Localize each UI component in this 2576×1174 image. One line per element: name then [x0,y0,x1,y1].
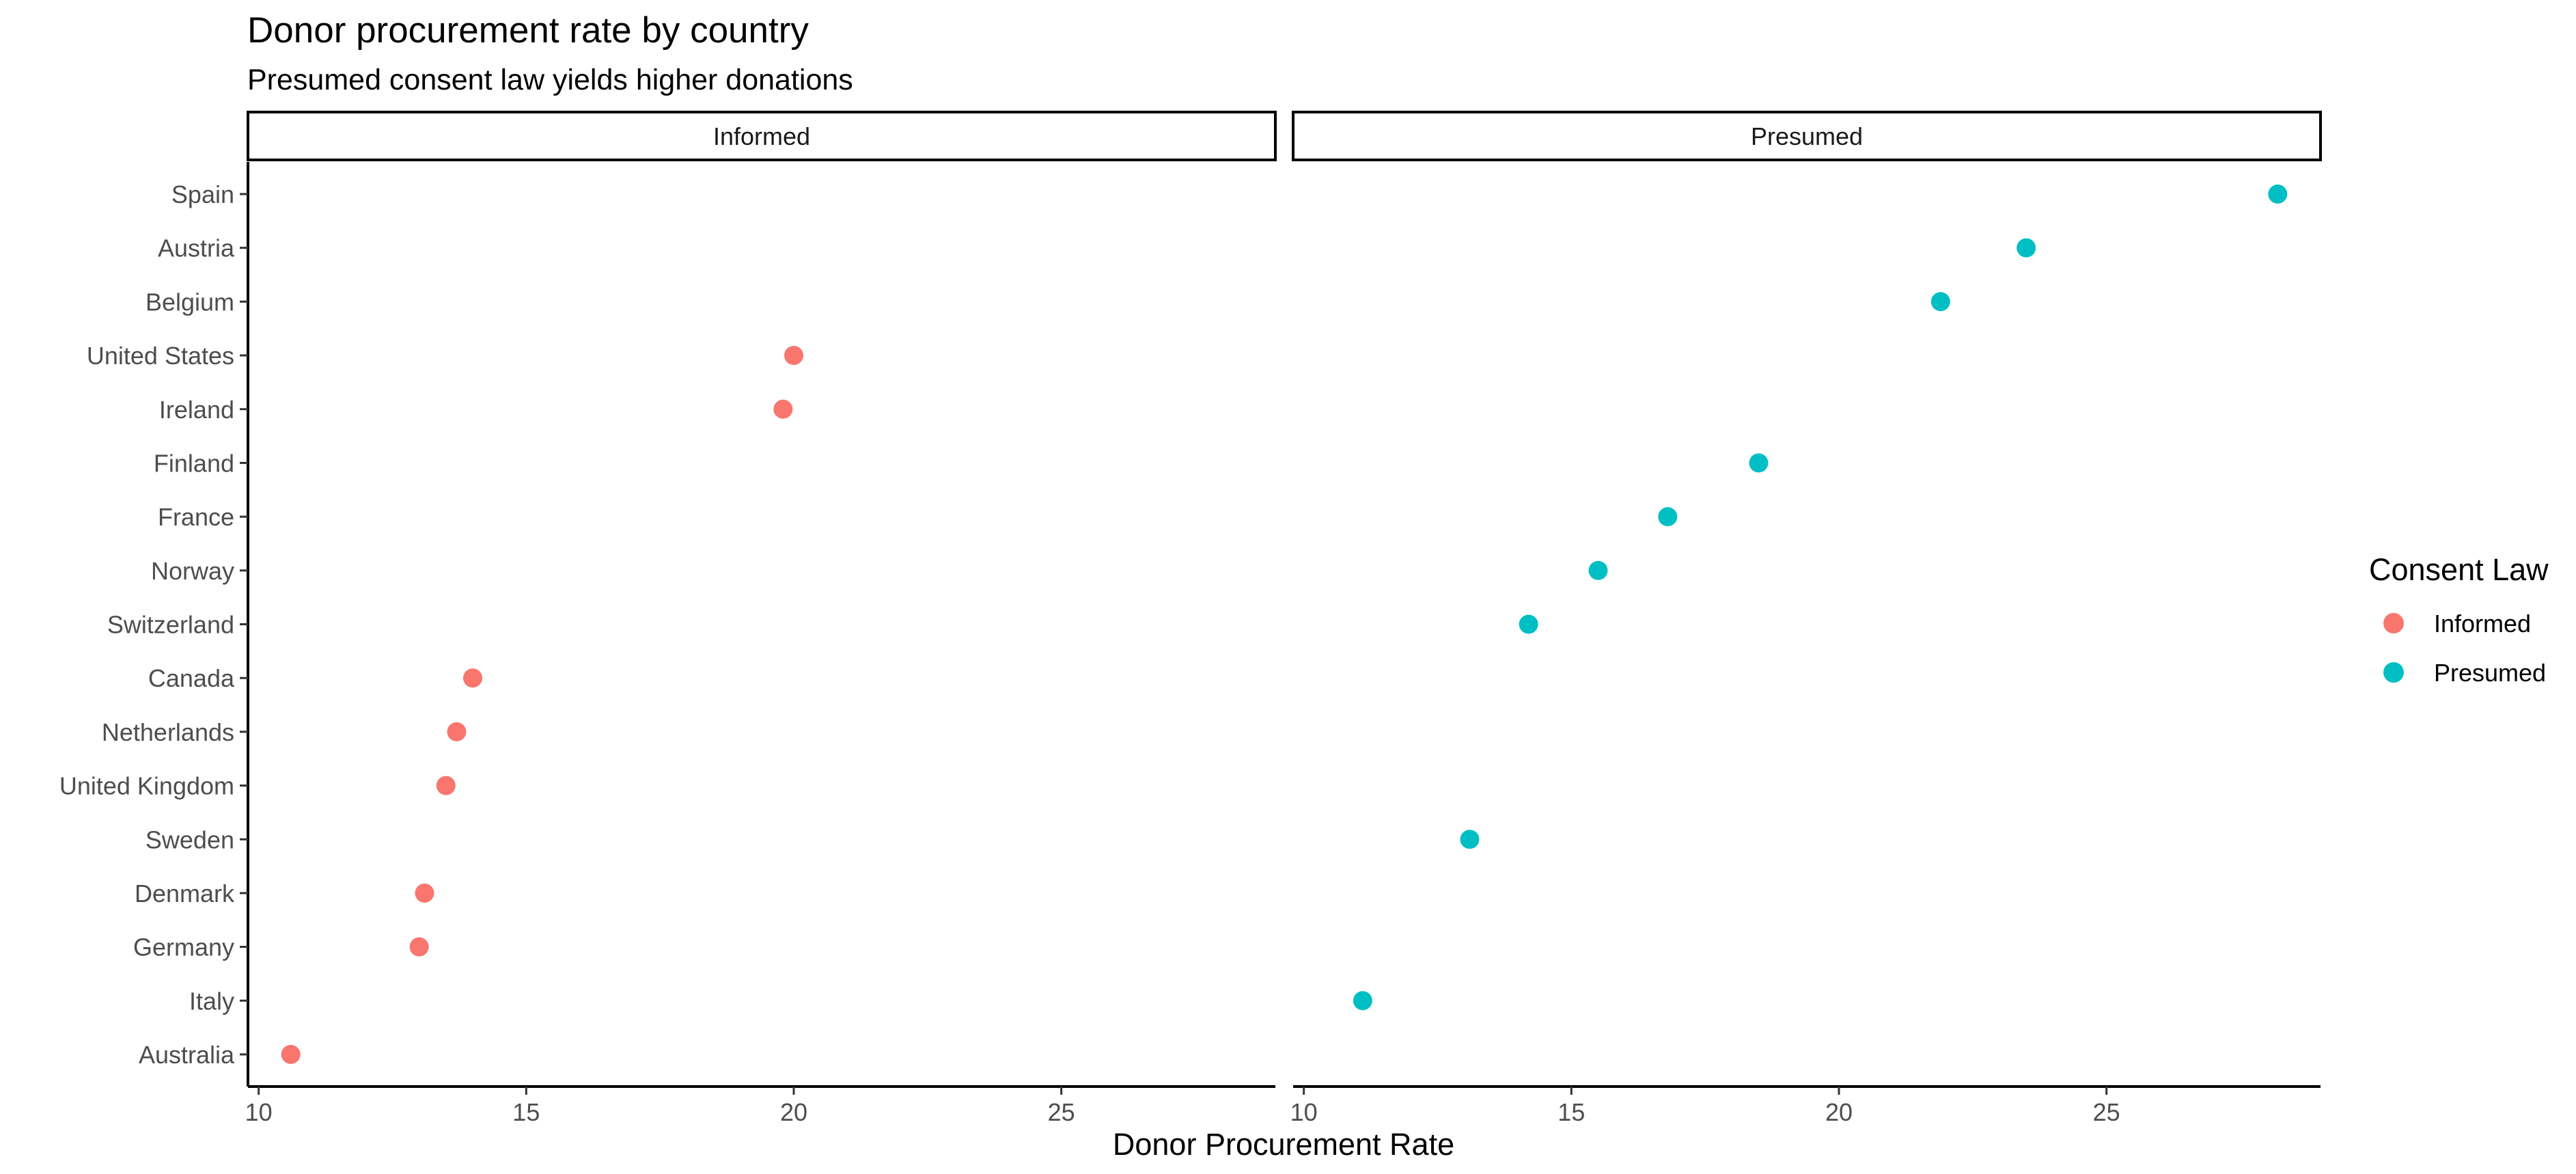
chart-subtitle: Presumed consent law yields higher donat… [247,64,853,96]
chart-title: Donor procurement rate by country [247,10,809,51]
point-united-states [784,346,803,366]
y-tick-label: Austria [158,234,235,262]
point-germany [409,937,429,957]
x-tick-label: 20 [1825,1098,1853,1126]
legend-label-presumed: Presumed [2434,659,2546,687]
y-tick-label: France [158,503,234,531]
x-tick-label: 10 [1290,1098,1318,1126]
y-tick-label: Canada [148,664,235,692]
point-italy [1353,991,1372,1011]
x-tick-label: 25 [2093,1098,2120,1126]
y-tick-label: Switzerland [107,611,234,639]
legend-key-presumed [2383,662,2404,683]
x-tick-label: 20 [780,1098,807,1126]
legend-key-informed [2383,613,2404,633]
x-tick-label: 15 [512,1098,540,1126]
y-tick-label: Denmark [135,879,235,907]
y-tick-label: Australia [139,1041,235,1069]
point-austria [2017,238,2036,258]
y-tick-label: Finland [154,449,234,477]
y-tick-label: Germany [133,933,234,961]
x-axis-title: Donor Procurement Rate [1113,1127,1454,1162]
point-spain [2268,185,2288,204]
point-ireland [773,399,793,419]
y-tick-label: Norway [151,557,234,585]
y-tick-label: Italy [189,987,234,1015]
legend-items: Informed Presumed [2383,610,2546,687]
point-france [1658,507,1678,527]
point-denmark [415,883,434,903]
point-canada [463,668,482,688]
legend-label-informed: Informed [2434,610,2531,638]
x-tick-label: 15 [1557,1098,1585,1126]
y-axis: Spain Austria Belgium United States Ireland F… [59,162,249,1087]
x-tick-label: 10 [245,1098,273,1126]
y-tick-label: Netherlands [102,718,234,746]
point-finland [1749,453,1769,473]
y-tick-label: United States [87,342,234,370]
point-belgium [1930,292,1950,312]
facet-strip-label-presumed: Presumed [1751,122,1863,150]
point-norway [1588,560,1608,580]
facet-panels: Informed 10 15 20 25 Presumed 10 15 20 25 [245,111,2322,1126]
facet-strip-informed [247,111,1277,161]
panel-presumed: Presumed 10 15 20 25 [1290,111,2322,1126]
y-tick-label: Ireland [159,396,234,424]
facet-strip-presumed [1292,111,2322,161]
y-tick-label: United Kingdom [59,772,234,800]
facet-strip-label-informed: Informed [713,122,810,150]
x-tick-label: 25 [1048,1098,1075,1126]
point-netherlands [447,722,467,741]
point-switzerland [1519,614,1538,634]
y-tick-label: Sweden [146,825,234,854]
point-australia [281,1045,301,1064]
point-united-kingdom [436,776,456,795]
legend: Consent Law Informed Presumed [2369,552,2549,687]
y-tick-label: Spain [171,180,234,208]
y-tick-label: Belgium [146,288,234,316]
point-sweden [1460,830,1480,849]
legend-title: Consent Law [2369,552,2549,587]
panel-informed: Informed 10 15 20 25 [245,111,1277,1126]
